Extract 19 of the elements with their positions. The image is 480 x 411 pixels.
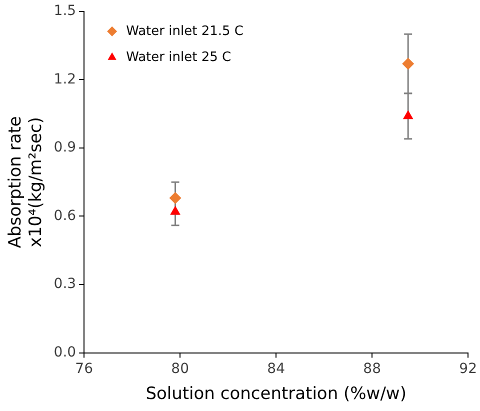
y-tick-label: 0.0: [54, 344, 76, 360]
point: [402, 58, 414, 70]
y-tick-label: 1.2: [54, 71, 76, 88]
y-tick-label: 0.9: [54, 140, 76, 156]
x-tick-label: 84: [267, 360, 286, 377]
y-tick-label: 1.5: [54, 3, 76, 20]
legend-label: Water inlet 21.5 C: [126, 24, 244, 39]
x-axis-title: Solution concentration (%w/w): [146, 384, 406, 404]
point: [170, 206, 180, 215]
x-tick-label: 76: [75, 360, 94, 377]
y-tick-label: 0.3: [54, 276, 76, 292]
y-axis-title: Absorption rate x10⁴(kg/m²sec): [6, 116, 46, 248]
point: [169, 192, 182, 204]
legend-label: Water inlet 25 C: [126, 50, 232, 65]
point: [402, 110, 414, 120]
y-tick-label: 0.6: [54, 208, 76, 224]
x-tick-label: 80: [171, 360, 189, 377]
x-tick-label: 88: [363, 360, 381, 377]
x-tick-label: 92: [459, 360, 478, 377]
